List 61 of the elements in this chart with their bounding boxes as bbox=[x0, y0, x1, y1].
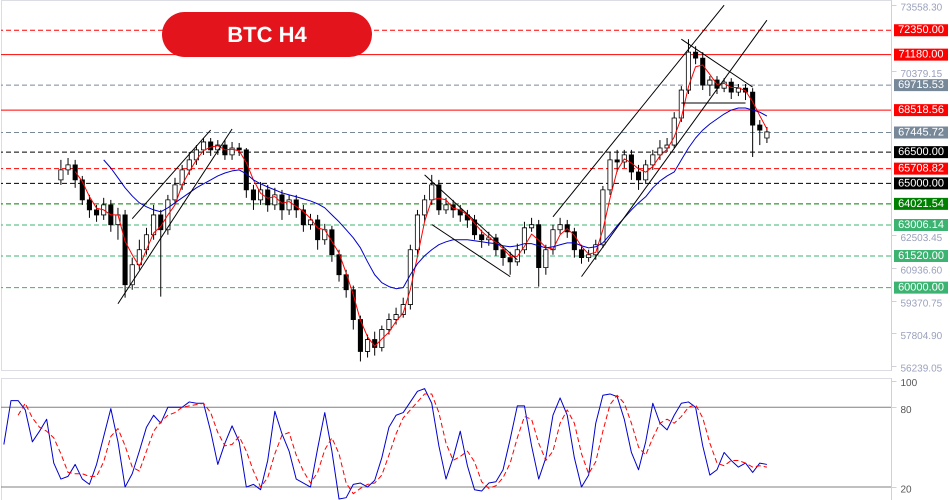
candlestick bbox=[764, 126, 770, 144]
candlestick bbox=[322, 223, 328, 246]
ref-line-label: 69715.53 bbox=[898, 79, 944, 92]
candlestick bbox=[543, 244, 548, 276]
ref-line-label: 72350.00 bbox=[898, 24, 944, 36]
ref-line-label: 71180.00 bbox=[898, 48, 944, 61]
y-tick-label: 73558.30 bbox=[900, 2, 943, 14]
candlestick bbox=[365, 334, 370, 358]
candlestick bbox=[558, 217, 563, 234]
candlestick bbox=[101, 197, 106, 220]
candlestick bbox=[308, 213, 314, 230]
candlestick bbox=[94, 204, 100, 222]
candlestick bbox=[757, 120, 762, 146]
candlestick bbox=[529, 217, 534, 232]
candlestick bbox=[693, 46, 698, 65]
candlestick bbox=[315, 214, 320, 250]
candlestick bbox=[336, 249, 342, 282]
y-tick-label: 60936.60 bbox=[900, 266, 943, 277]
ref-line-label: 65708.82 bbox=[898, 162, 944, 175]
ref-line-label: 65000.00 bbox=[898, 177, 944, 190]
y-tick-label: 59370.75 bbox=[900, 298, 943, 310]
candlestick bbox=[479, 229, 484, 248]
candlestick bbox=[379, 325, 384, 352]
y-tick-label: 56239.05 bbox=[900, 364, 943, 375]
ref-line-label: 60000.00 bbox=[898, 282, 944, 294]
y-tick-label: 80 bbox=[900, 404, 912, 416]
candlestick bbox=[394, 307, 399, 326]
candlestick bbox=[578, 244, 584, 264]
ref-line-label: 67445.72 bbox=[898, 126, 944, 138]
candlestick bbox=[422, 194, 428, 222]
candlestick bbox=[151, 204, 156, 240]
candlestick bbox=[728, 78, 734, 100]
ref-line-label: 61520.00 bbox=[898, 250, 944, 262]
candlestick bbox=[86, 194, 92, 218]
candlestick bbox=[386, 313, 392, 336]
ref-line-label: 68518.56 bbox=[898, 104, 944, 116]
candlestick bbox=[279, 189, 285, 220]
y-tick-label: 62503.45 bbox=[900, 232, 943, 244]
candlestick bbox=[108, 199, 114, 232]
candlestick bbox=[272, 187, 278, 210]
candlestick bbox=[130, 257, 135, 290]
candlestick bbox=[458, 204, 463, 222]
candlestick bbox=[265, 184, 270, 212]
candlestick bbox=[65, 158, 71, 176]
candlestick bbox=[286, 194, 292, 216]
ref-line-label: 66500.00 bbox=[898, 146, 944, 158]
ref-line-label: 64021.54 bbox=[898, 198, 944, 210]
candlestick bbox=[158, 209, 164, 298]
y-tick-label: 100 bbox=[900, 378, 918, 390]
candlestick bbox=[707, 76, 712, 97]
y-tick-label: 70379.15 bbox=[900, 68, 943, 80]
candlestick bbox=[443, 197, 449, 214]
candlestick bbox=[586, 249, 592, 262]
candlestick bbox=[300, 204, 306, 232]
y-tick-label: 57804.90 bbox=[900, 330, 943, 342]
ref-line-label: 63006.14 bbox=[898, 219, 944, 231]
y-tick-label: 20 bbox=[900, 484, 912, 496]
candlestick bbox=[250, 184, 256, 210]
line-series bbox=[103, 107, 768, 290]
candlestick bbox=[294, 194, 299, 218]
candlestick bbox=[344, 269, 349, 298]
